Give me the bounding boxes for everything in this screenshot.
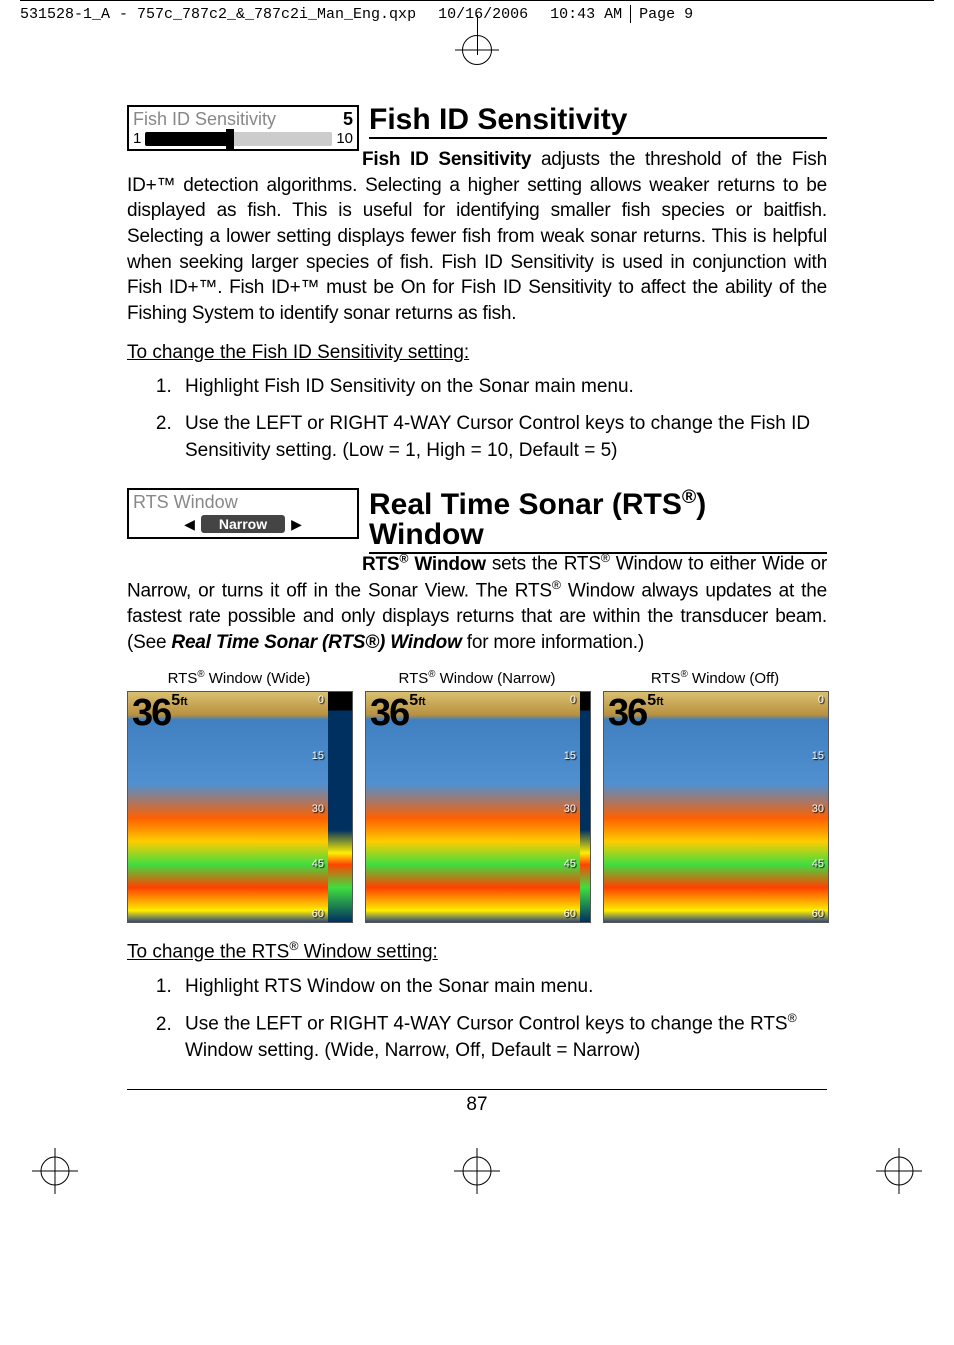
fish-id-sensitivity-control: Fish ID Sensitivity 5 1 10 (127, 105, 359, 151)
arrow-right-icon: ▶ (291, 516, 302, 533)
image-caption: RTS® Window (Wide) (127, 669, 351, 687)
arrow-left-icon: ◀ (184, 516, 195, 533)
slider[interactable]: 1 10 (133, 130, 353, 147)
rts-window-control: RTS Window ◀ Narrow ▶ (127, 488, 359, 539)
list-item: Use the LEFT or RIGHT 4-WAY Cursor Contr… (177, 1010, 827, 1065)
crop-mark-bottom (0, 1146, 954, 1196)
image-caption: RTS® Window (Off) (603, 669, 827, 687)
section2-steps: Highlight RTS Window on the Sonar main m… (127, 974, 827, 1065)
control-value: 5 (343, 109, 353, 130)
image-caption: RTS® Window (Narrow) (365, 669, 589, 687)
selector[interactable]: ◀ Narrow ▶ (133, 513, 353, 535)
section1-steps: Highlight Fish ID Sensitivity on the Son… (127, 374, 827, 464)
control-label: RTS Window (133, 492, 238, 513)
page-number: 87 (127, 1089, 827, 1116)
sonar-image-off: 365ft 0 15 30 45 60 (603, 691, 829, 923)
sonar-image-wide: 365ft 0 15 30 45 60 (127, 691, 353, 923)
list-item: Use the LEFT or RIGHT 4-WAY Cursor Contr… (177, 411, 827, 464)
section1-subhead: To change the Fish ID Sensitivity settin… (127, 342, 827, 364)
selected-value: Narrow (201, 515, 285, 533)
list-item: Highlight RTS Window on the Sonar main m… (177, 974, 827, 1001)
sonar-image-narrow: 365ft 0 15 30 45 60 (365, 691, 591, 923)
section-heading: Real Time Sonar (RTS®) Window (369, 488, 827, 554)
crop-mark-top (447, 15, 507, 75)
section2-subhead: To change the RTS® Window setting: (127, 939, 827, 963)
control-label: Fish ID Sensitivity (133, 109, 276, 130)
list-item: Highlight Fish ID Sensitivity on the Son… (177, 374, 827, 401)
section1-body: Fish ID Sensitivity adjusts the threshol… (127, 147, 827, 326)
section2-body: RTS® Window sets the RTS® Window to eith… (127, 550, 827, 655)
sonar-images-row: RTS® Window (Wide) 365ft 0 15 30 45 60 R… (127, 669, 827, 923)
section-heading: Fish ID Sensitivity (369, 105, 827, 139)
